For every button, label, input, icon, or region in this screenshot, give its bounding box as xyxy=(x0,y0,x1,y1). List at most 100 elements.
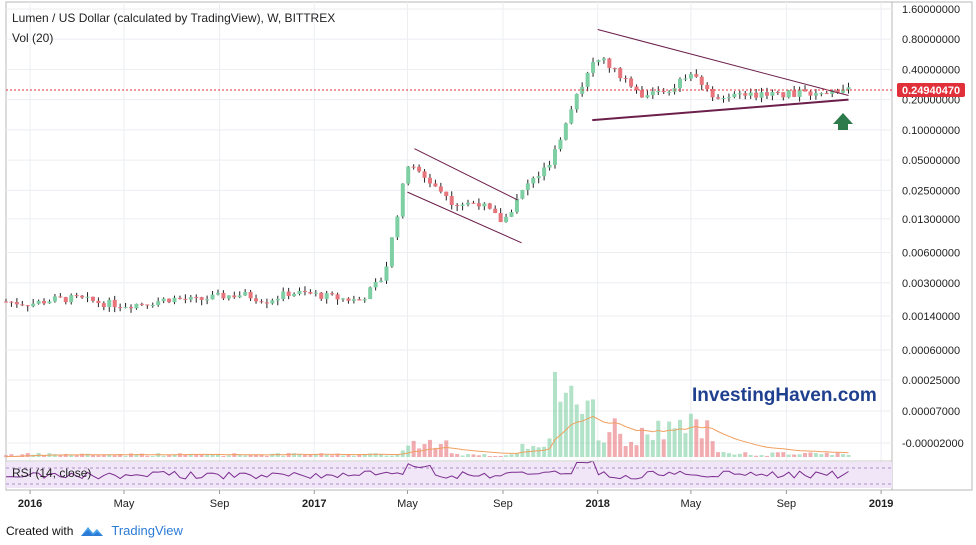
candle-body xyxy=(487,203,492,209)
volume-bar xyxy=(661,439,666,457)
volume-bar xyxy=(194,454,199,457)
volume-bar xyxy=(764,455,769,457)
candle-body xyxy=(716,97,721,99)
volume-bar xyxy=(248,455,253,457)
volume-bar xyxy=(74,455,79,457)
price-tick-label: 0.20000000 xyxy=(902,95,960,107)
candle-body xyxy=(536,176,541,179)
volume-bar xyxy=(574,404,579,457)
candle-body xyxy=(835,90,840,93)
candle-body xyxy=(85,296,90,298)
tradingview-brand-link[interactable]: TradingView xyxy=(111,523,183,538)
candle-body xyxy=(357,299,362,301)
candle-body xyxy=(824,93,829,95)
volume-bar xyxy=(466,454,471,457)
volume-bar xyxy=(85,453,90,457)
volume-bar xyxy=(444,440,449,457)
candle-body xyxy=(797,89,802,97)
candle-body xyxy=(259,301,264,303)
volume-bar xyxy=(232,453,237,457)
price-tick-label: 0.01300000 xyxy=(902,214,960,226)
trendlines xyxy=(407,29,849,244)
candle-body xyxy=(275,298,280,301)
candle-body xyxy=(63,297,68,303)
candle-body xyxy=(683,78,688,80)
volume-bar xyxy=(177,453,182,457)
volume-bar xyxy=(313,454,318,457)
candle-body xyxy=(286,291,291,297)
volume-bar xyxy=(243,455,248,457)
candle-body xyxy=(618,68,623,79)
volume-bar xyxy=(384,455,389,457)
volume-bar xyxy=(357,454,362,457)
candle-body xyxy=(101,303,106,308)
volume-bar xyxy=(368,453,373,457)
candle-body xyxy=(36,300,41,304)
candle-body xyxy=(324,293,329,299)
current-price-label: 0.24940470 xyxy=(902,85,960,97)
candle-body xyxy=(547,164,552,168)
volume-tick-label: -0.00002000 xyxy=(902,438,964,450)
volume-bar xyxy=(205,454,210,457)
candle-body xyxy=(215,292,220,295)
volume-bar xyxy=(650,439,655,457)
time-tick-label: May xyxy=(114,498,135,510)
time-tick-label: Sep xyxy=(493,498,513,510)
volume-axis-ticks: 0.00060000 0.00025000 0.00007000 -0.0000200… xyxy=(902,345,964,450)
volume-bar xyxy=(411,440,416,457)
volume-bar xyxy=(803,452,808,457)
candle-body xyxy=(493,208,498,214)
price-tick-label: 1.60000000 xyxy=(902,4,960,16)
candle-body xyxy=(819,93,824,95)
candle-body xyxy=(14,302,19,305)
candle-body xyxy=(770,91,775,96)
candle-body xyxy=(542,167,547,177)
volume-bar xyxy=(683,433,688,457)
candle-body xyxy=(667,91,672,93)
price-tick-label: 0.02500000 xyxy=(902,185,960,197)
candle-body xyxy=(634,86,639,91)
candle-body xyxy=(563,123,568,140)
candle-body xyxy=(31,303,36,307)
volume-bar xyxy=(612,418,617,457)
volume-bar xyxy=(770,452,775,457)
volume-bar xyxy=(623,446,628,457)
candle-body xyxy=(129,307,134,309)
footer: Created with TradingView xyxy=(6,523,183,538)
candle-body xyxy=(281,291,286,299)
candle-body xyxy=(379,280,384,283)
volume-bar xyxy=(835,452,840,457)
candle-body xyxy=(743,93,748,96)
candle-body xyxy=(710,89,715,98)
volume-bar xyxy=(487,455,492,457)
volume-label: Vol (20) xyxy=(12,31,53,45)
volume-bar xyxy=(596,440,601,457)
volume-bar xyxy=(563,392,568,457)
volume-bar xyxy=(346,454,351,457)
volume-bar xyxy=(455,453,460,457)
volume-bar xyxy=(80,453,85,457)
volume-bar xyxy=(226,455,231,457)
candle-body xyxy=(705,84,710,90)
candle-body xyxy=(775,91,780,93)
volume-bar xyxy=(129,453,134,457)
candle-body xyxy=(514,198,519,213)
candle-body xyxy=(525,183,530,190)
candle-body xyxy=(400,183,405,217)
candle-body xyxy=(156,301,161,305)
candle-body xyxy=(313,292,318,294)
volume-bar xyxy=(688,413,693,457)
volume-bar xyxy=(69,454,74,457)
candle-body xyxy=(803,89,808,92)
volume-bar xyxy=(96,455,101,457)
volume-bar xyxy=(101,454,106,457)
volume-bar xyxy=(476,455,481,457)
candle-body xyxy=(150,304,155,306)
volume-bar xyxy=(558,401,563,457)
candle-body xyxy=(737,93,742,95)
volume-bar xyxy=(324,454,329,457)
volume-bar xyxy=(362,453,367,457)
candle-body xyxy=(362,299,367,301)
volume-bar xyxy=(264,455,269,457)
volume-bar xyxy=(112,455,117,457)
